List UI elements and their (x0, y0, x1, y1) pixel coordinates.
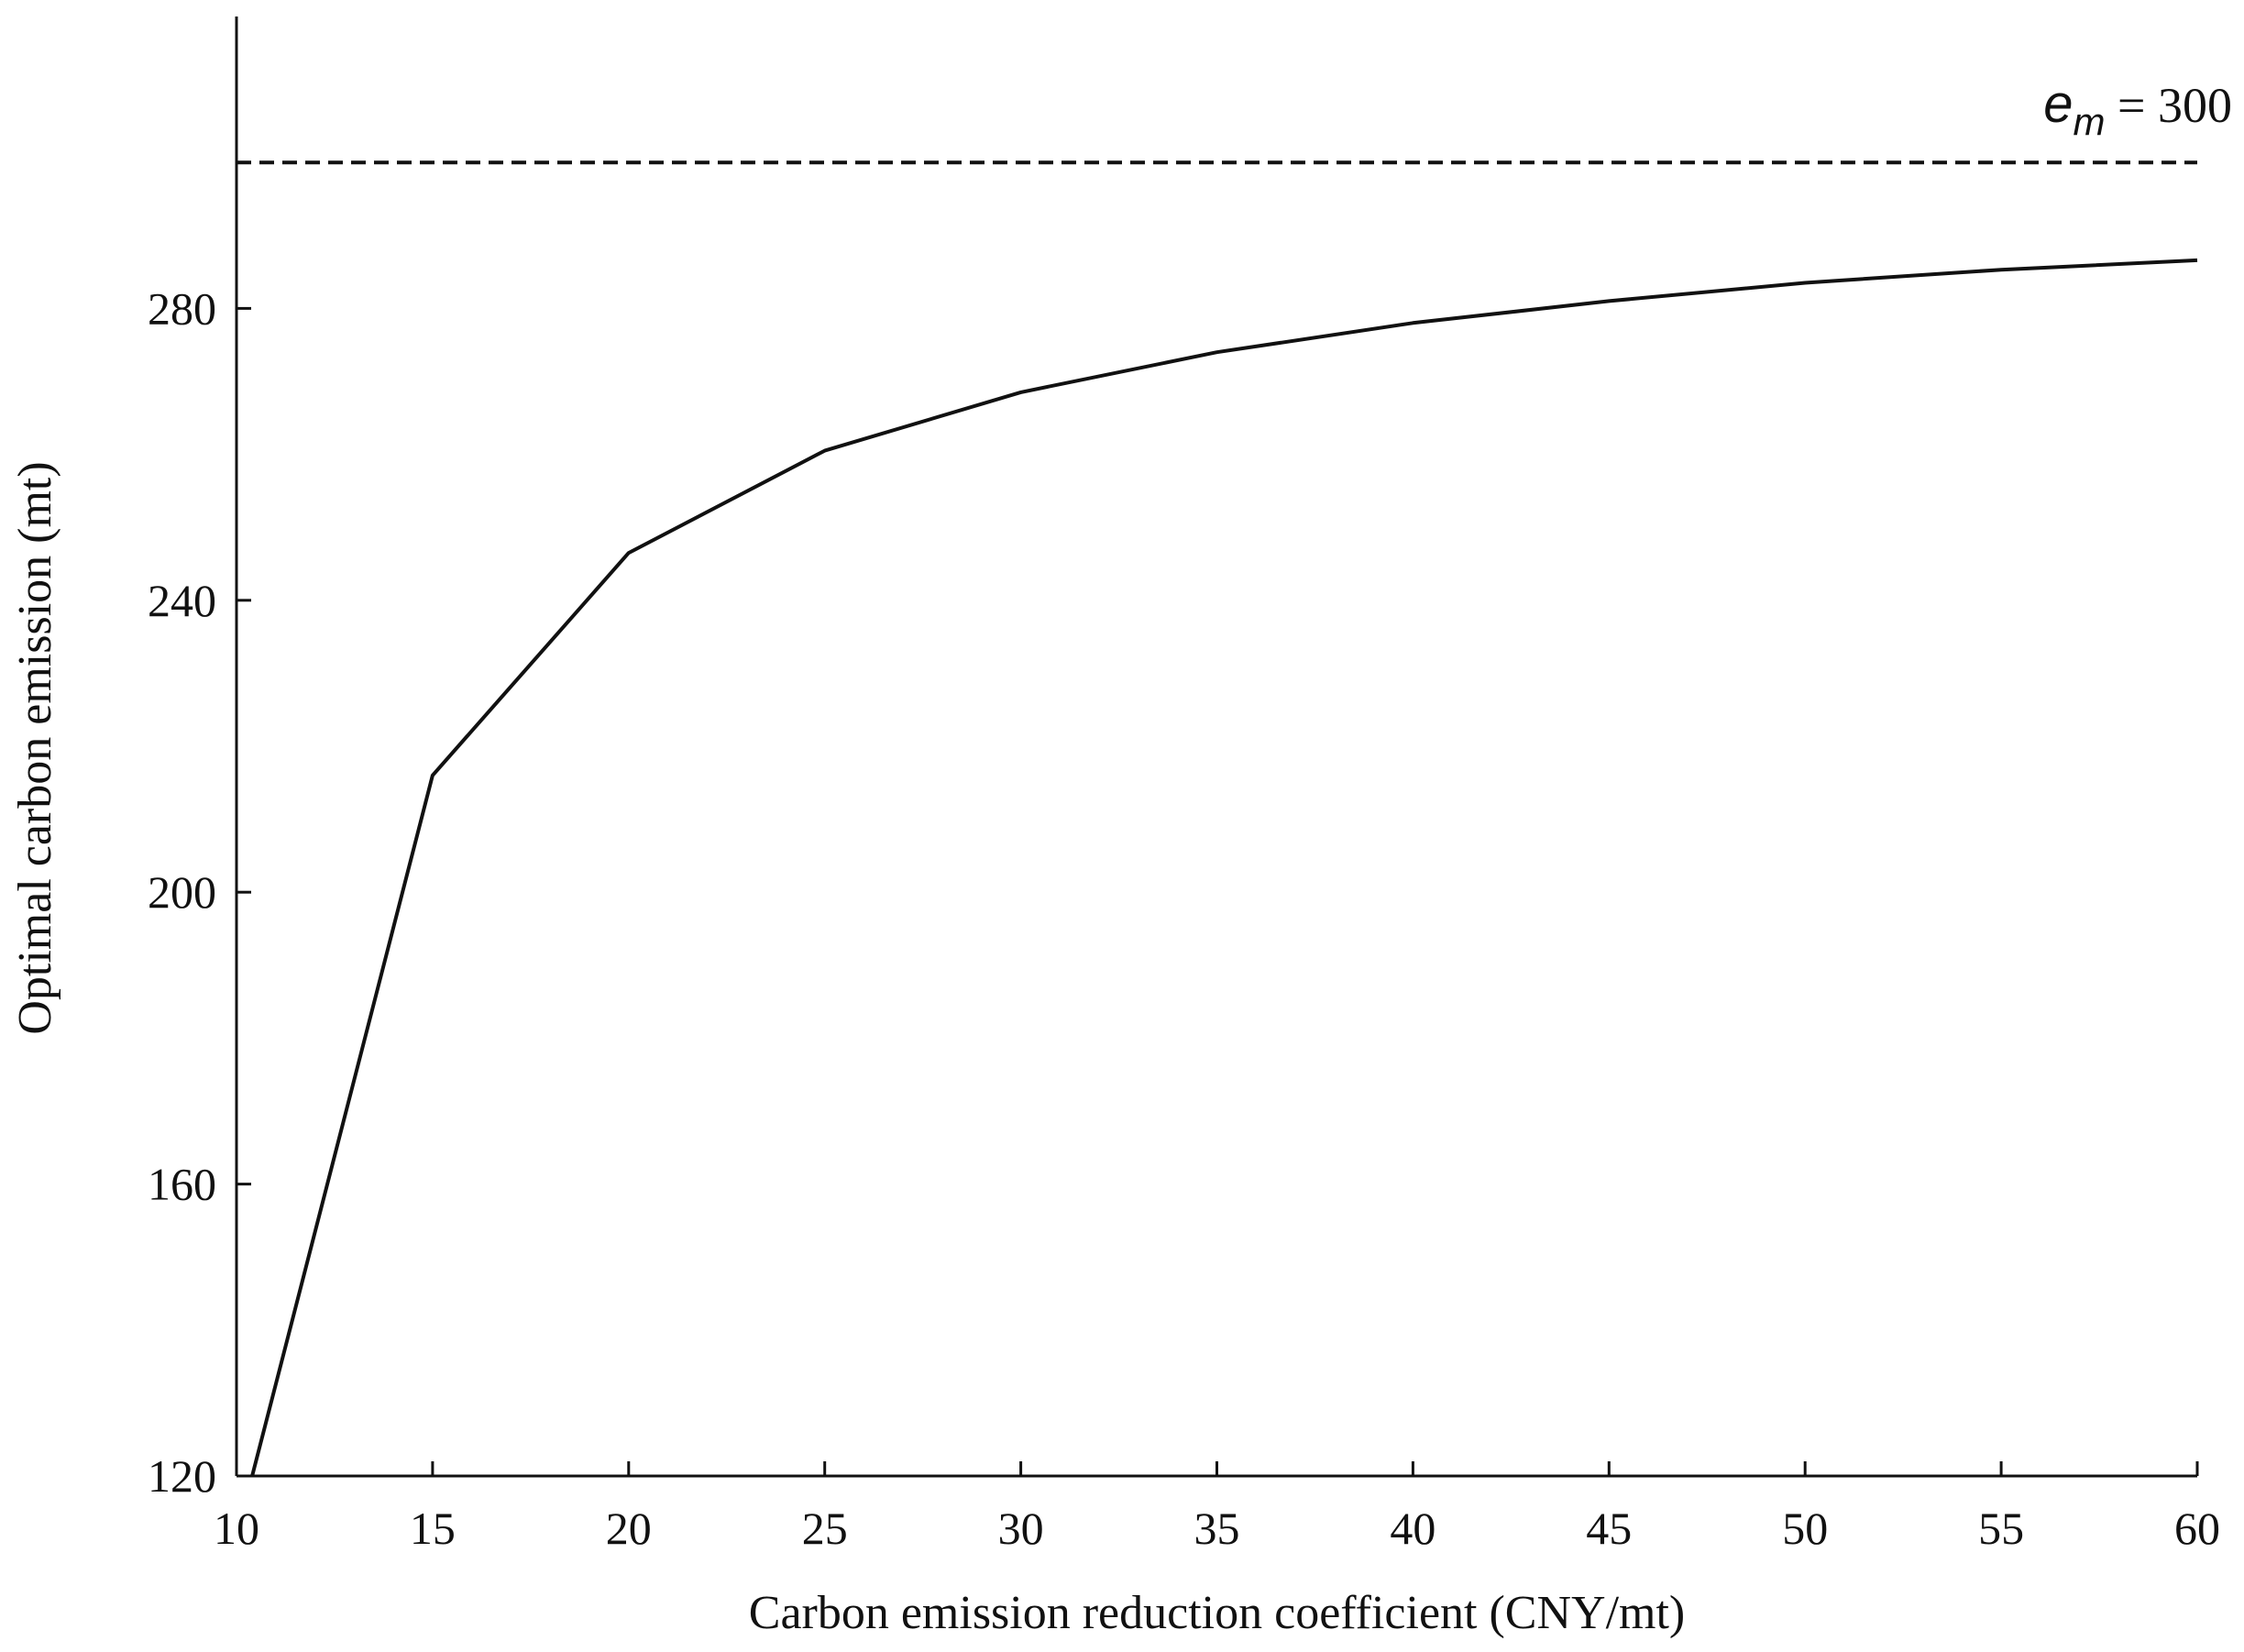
axes (235, 17, 2197, 1478)
ticks: 10 15 20 25 30 35 40 45 50 55 60 120 160 200 240 280 (148, 282, 2220, 1554)
y-tick-label: 200 (148, 866, 216, 918)
x-tick-label: 45 (1586, 1503, 1632, 1554)
x-tick-label: 10 (214, 1503, 259, 1554)
reference-line-label: em = 300 (2043, 74, 2232, 143)
y-axis-title: Optimal carbon emission (mt) (9, 461, 61, 1034)
x-tick-label: 30 (998, 1503, 1044, 1554)
reference-lines: em = 300 (236, 74, 2232, 165)
y-tick-label: 160 (148, 1159, 216, 1210)
series-line (250, 258, 2198, 1477)
x-tick-label: 55 (1978, 1503, 2024, 1554)
x-tick-label: 15 (410, 1503, 456, 1554)
x-axis-title: Carbon emission reduction coefficient (C… (749, 1587, 1685, 1639)
x-tick-label: 35 (1194, 1503, 1240, 1554)
y-tick-label: 120 (148, 1450, 216, 1502)
y-tick-label: 280 (148, 282, 216, 334)
x-tick-label: 60 (2174, 1503, 2220, 1554)
series (250, 258, 2198, 1477)
x-tick-label: 20 (606, 1503, 652, 1554)
y-tick-label: 240 (148, 575, 216, 626)
x-tick-label: 25 (802, 1503, 848, 1554)
x-tick-label: 40 (1390, 1503, 1436, 1554)
x-tick-label: 50 (1782, 1503, 1828, 1554)
